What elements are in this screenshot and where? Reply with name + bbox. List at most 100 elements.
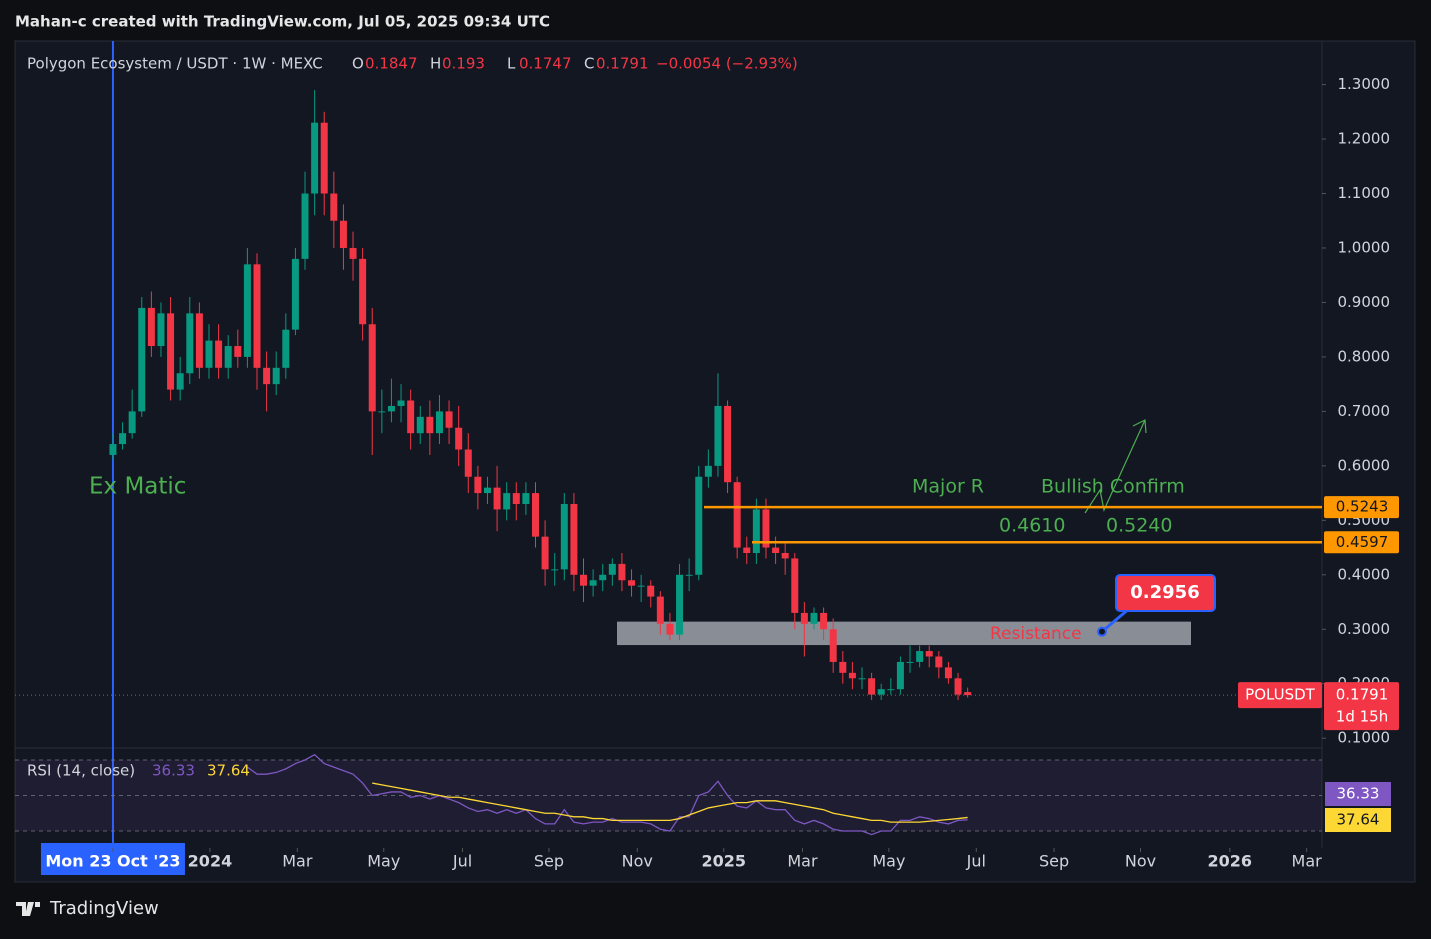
rsi-badge (1325, 808, 1391, 832)
candle-body (301, 193, 309, 259)
credit: Mahan-c created with TradingView.com, Ju… (15, 13, 550, 31)
candle-body (416, 416, 424, 434)
candle-body (800, 612, 808, 624)
candle-body (282, 329, 290, 368)
candle-body (560, 503, 568, 570)
candle-body (608, 563, 616, 575)
candle-body (493, 487, 501, 510)
candle-body (618, 563, 626, 581)
candle-body (647, 585, 655, 597)
candle-body (628, 580, 636, 586)
candle-body (320, 122, 328, 194)
candle-body (215, 340, 223, 368)
x-tick-label: May (367, 852, 400, 871)
candle-body (483, 487, 491, 494)
rsi-value-badge: 36.33 (1337, 785, 1380, 803)
candle-body (858, 678, 866, 680)
y-tick-label: 0.9000 (1338, 293, 1391, 311)
candle-body (570, 503, 578, 575)
candle-body (455, 427, 463, 450)
candle-body (330, 193, 338, 221)
candle-body (916, 651, 924, 662)
candle-body (839, 661, 847, 673)
x-tick-label: Mar (282, 852, 313, 871)
candle-body (147, 307, 155, 347)
countdown-label: 1d 15h (1336, 708, 1388, 726)
candle-body (224, 346, 232, 368)
bullish-arrow (1084, 419, 1147, 514)
candle-body (407, 400, 415, 434)
price-line-badge (1324, 531, 1399, 554)
rsi-legend-value: 36.33 (152, 762, 195, 780)
candle-body (503, 493, 511, 510)
candle-body (426, 416, 434, 434)
chart-title: Polygon Ecosystem / USDT · 1W · MEXC (27, 55, 323, 73)
candle-body (877, 689, 885, 695)
candle-body (829, 629, 837, 662)
y-tick-label: 0.8000 (1338, 347, 1391, 365)
candle-body (906, 661, 914, 663)
x-tick-label: 2025 (701, 852, 746, 871)
x-tick-label: 2024 (188, 852, 233, 871)
x-tick-label: Mar (1292, 852, 1323, 871)
current-price-label: 0.1791 (1336, 686, 1389, 704)
rsi-legend-value: 37.64 (207, 762, 250, 780)
rsi-badge (1325, 782, 1391, 806)
candle-body (522, 493, 530, 504)
y-tick-label: 1.0000 (1338, 238, 1391, 256)
ohlc-key: C (584, 55, 594, 73)
annotation: Ex Matic (89, 474, 186, 500)
candle-body (243, 264, 251, 357)
ohlc-value: 0.1847 (365, 55, 418, 73)
logo (16, 902, 40, 916)
symbol-label: POLUSDT (1245, 686, 1316, 704)
candle-body (263, 367, 271, 385)
y-tick-label: 1.3000 (1338, 75, 1391, 93)
candle-body (128, 411, 136, 434)
rsi-value-badge: 37.64 (1337, 811, 1380, 829)
x-tick-label: 2026 (1208, 852, 1253, 871)
candle-body (676, 574, 684, 635)
price-line-label: 0.5243 (1336, 498, 1389, 516)
candle-body (695, 476, 703, 575)
ohlc-key: L (507, 55, 516, 73)
candle-body (167, 313, 175, 390)
candle-body (291, 258, 299, 330)
annotation: Bullish Confirm (1041, 476, 1185, 498)
candle-body (531, 493, 539, 537)
ohlc-value: 0.1791 (596, 55, 649, 73)
ohlc-value: 0.193 (442, 55, 485, 73)
candle-body (887, 689, 895, 691)
x-tick-label: Mon 23 Oct '23 (45, 852, 180, 871)
candle-body (733, 482, 741, 548)
candle-body (810, 612, 818, 624)
candle-body (896, 661, 904, 690)
candle-body (253, 264, 261, 368)
candle-body (589, 580, 597, 586)
candle-body (186, 313, 194, 374)
candle-body (272, 367, 280, 385)
candle-body (724, 405, 732, 483)
annotation: 0.4610 (999, 515, 1065, 537)
x-tick-label: Sep (1039, 852, 1069, 871)
x-tick-label: Nov (622, 852, 653, 871)
callout-label: 0.2956 (1130, 582, 1199, 603)
candle-body (464, 449, 472, 477)
price-line-label: 0.4597 (1336, 533, 1389, 551)
candle-body (368, 324, 376, 412)
candle-body (119, 433, 127, 445)
y-tick-label: 1.2000 (1338, 130, 1391, 148)
candle-body (772, 547, 780, 554)
x-tick-label: Jul (452, 852, 472, 871)
candle-body (580, 574, 588, 586)
brand: TradingView (49, 898, 159, 919)
candle-body (541, 536, 549, 570)
x-tick-label: Sep (534, 852, 564, 871)
candle-body (512, 493, 520, 504)
candle-body (666, 623, 674, 635)
candle-body (205, 340, 213, 368)
y-tick-label: 0.4000 (1338, 565, 1391, 583)
candle-body (599, 574, 607, 581)
annotation: 0.5240 (1106, 515, 1172, 537)
